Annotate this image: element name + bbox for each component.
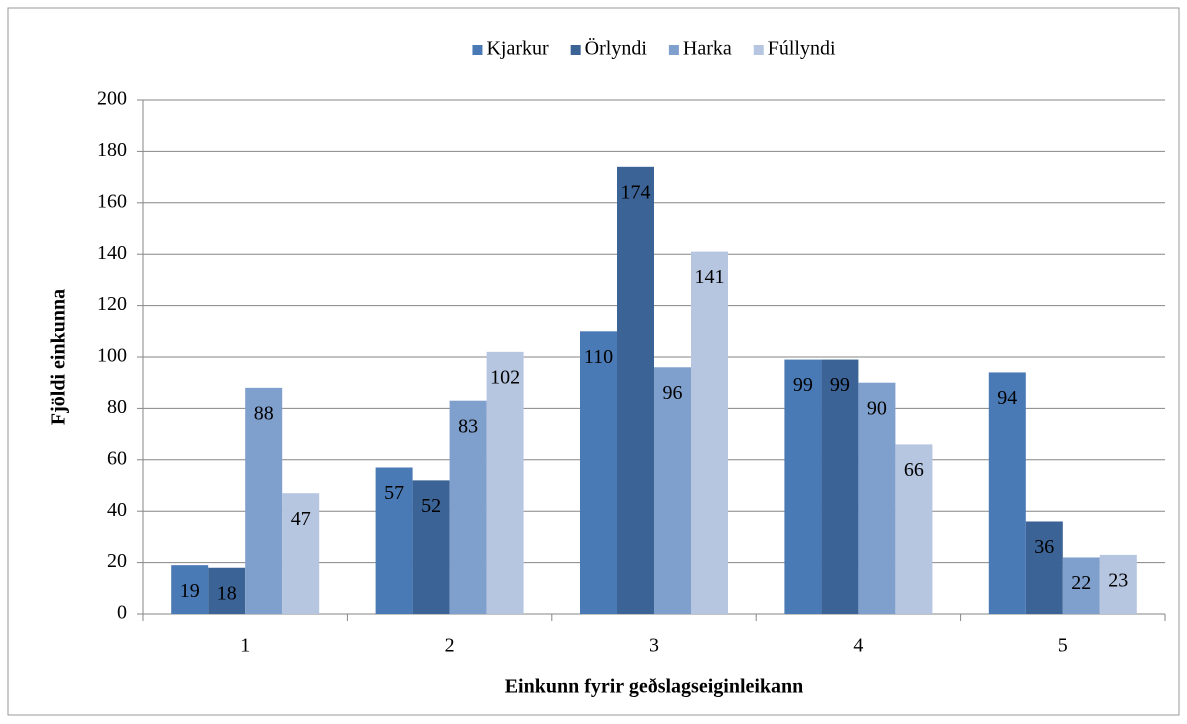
data-label: 18 <box>217 582 237 604</box>
data-label: 141 <box>695 266 725 288</box>
legend-swatch <box>753 45 764 55</box>
x-tick-label: 5 <box>1058 635 1068 657</box>
bar <box>654 367 691 614</box>
bar <box>858 382 896 614</box>
bar <box>1099 554 1137 614</box>
data-label: 99 <box>830 374 850 396</box>
data-label: 96 <box>663 382 683 404</box>
x-tick-label: 2 <box>445 635 455 657</box>
x-tick-label: 1 <box>240 635 250 657</box>
legend-swatch <box>570 45 581 55</box>
y-tick-label: 140 <box>97 242 127 264</box>
y-axis-title: Fjöldi einkunna <box>48 289 70 425</box>
y-tick-label: 180 <box>97 139 127 161</box>
bar <box>208 567 246 614</box>
bar <box>282 493 320 614</box>
bar <box>375 467 413 614</box>
bar <box>691 251 728 614</box>
y-tick-label: 120 <box>97 293 127 315</box>
legend-swatch <box>472 45 483 55</box>
bar <box>412 480 450 614</box>
data-label: 52 <box>421 495 441 517</box>
data-label: 23 <box>1108 569 1128 591</box>
data-label: 66 <box>904 459 924 481</box>
data-label: 83 <box>458 415 478 437</box>
bar <box>1062 557 1100 614</box>
y-tick-label: 0 <box>117 602 127 624</box>
y-tick-label: 20 <box>107 550 127 572</box>
y-tick-label: 40 <box>107 499 127 521</box>
legend-label: Örlyndi <box>585 37 648 60</box>
y-tick-label: 100 <box>97 345 127 367</box>
data-label: 36 <box>1034 536 1054 558</box>
data-label: 88 <box>254 402 274 424</box>
y-tick-label: 160 <box>97 190 127 212</box>
y-tick-label: 200 <box>97 88 127 110</box>
x-tick-label: 4 <box>853 635 863 657</box>
data-label: 99 <box>793 374 813 396</box>
bar <box>784 359 822 614</box>
bar <box>988 372 1026 614</box>
data-label: 102 <box>490 366 520 388</box>
data-label: 174 <box>621 181 651 203</box>
data-label: 110 <box>584 346 613 368</box>
data-label: 90 <box>867 397 887 419</box>
x-tick-label: 3 <box>649 635 659 657</box>
data-label: 47 <box>291 508 311 530</box>
data-label: 19 <box>180 580 200 602</box>
data-label: 22 <box>1071 572 1091 594</box>
data-label: 57 <box>384 482 404 504</box>
x-axis-title: Einkunn fyrir geðslagseiginleikann <box>505 676 804 698</box>
legend-swatch <box>668 45 679 55</box>
bar <box>895 444 933 614</box>
bar <box>486 351 524 614</box>
bar <box>245 387 283 614</box>
legend-label: Fúllyndi <box>768 38 836 60</box>
y-tick-label: 80 <box>107 396 127 418</box>
bar <box>171 565 209 614</box>
legend-label: Harka <box>683 38 732 60</box>
bar <box>821 359 859 614</box>
data-label: 94 <box>997 387 1017 409</box>
y-tick-label: 60 <box>107 447 127 469</box>
bar <box>449 400 487 614</box>
legend-label: Kjarkur <box>486 38 549 60</box>
bar <box>617 166 654 614</box>
bar <box>1025 521 1063 614</box>
bar <box>580 331 617 614</box>
